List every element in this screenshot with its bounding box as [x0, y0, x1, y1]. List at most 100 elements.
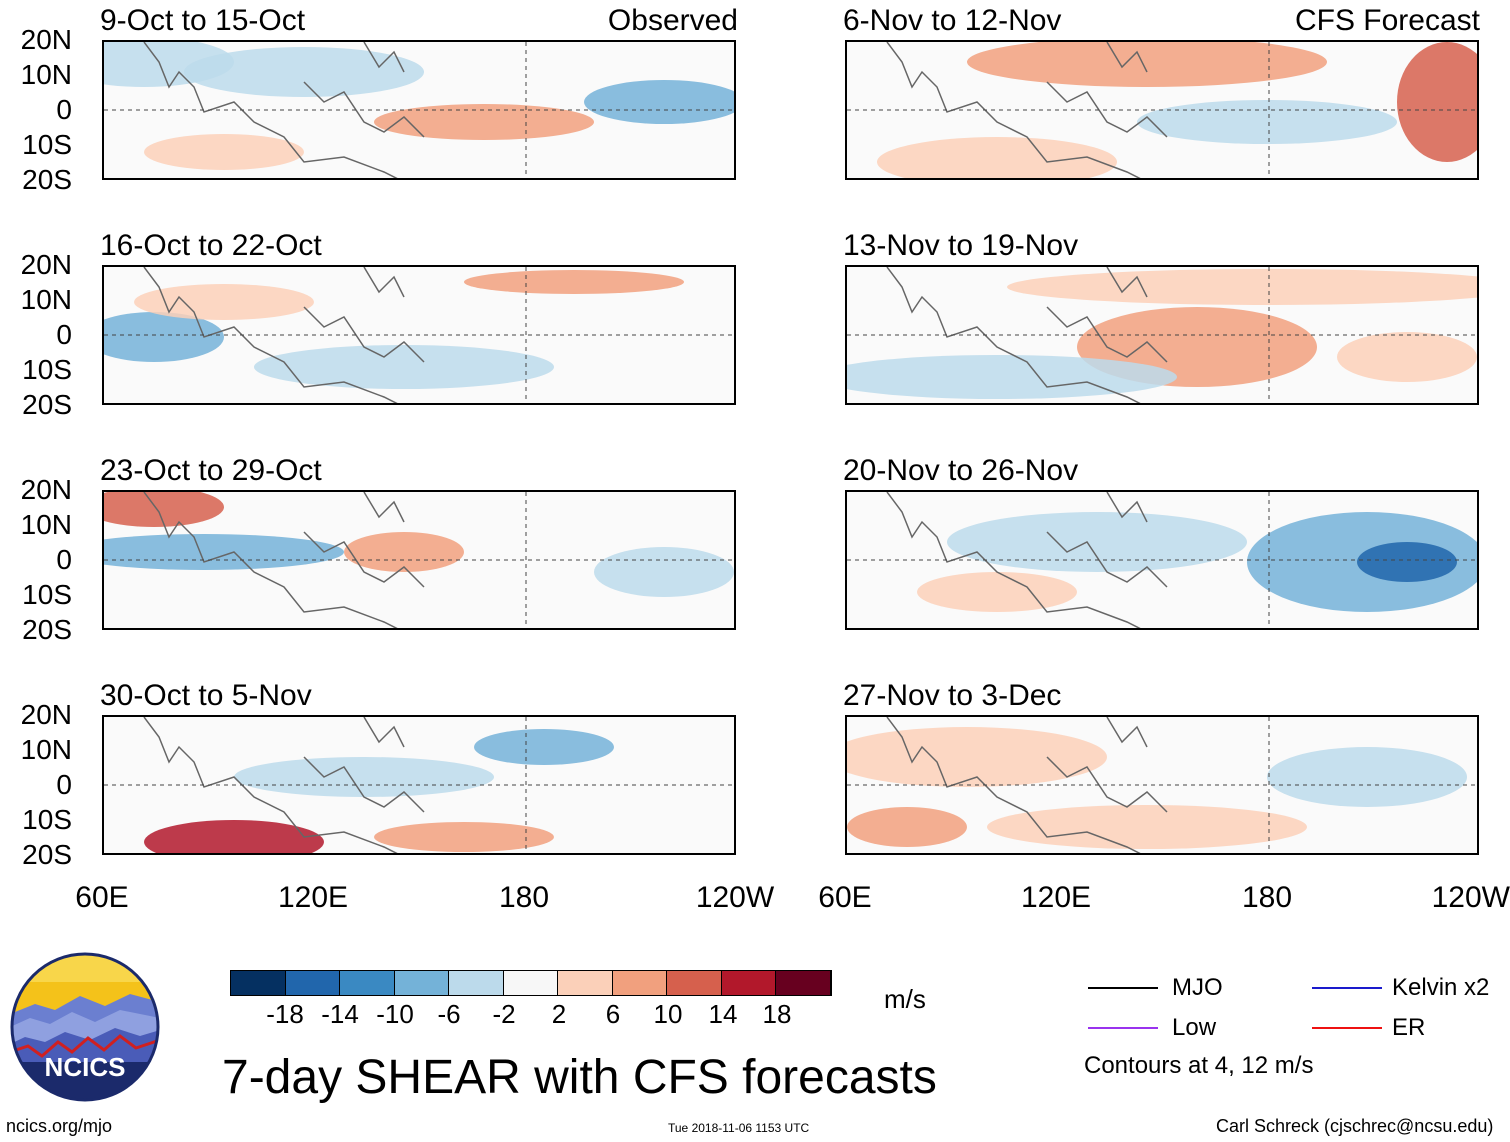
- lat-label: 20S: [22, 389, 72, 420]
- coastline: [886, 492, 1168, 628]
- shear-anomaly-region: [594, 547, 734, 597]
- colorbar-swatch: [503, 971, 559, 995]
- lat-label: 10N: [20, 284, 72, 315]
- shear-anomaly-region: [184, 47, 424, 97]
- lat-label: 10S: [22, 804, 72, 835]
- shear-anomaly-region: [344, 532, 464, 572]
- shear-anomaly-region: [847, 355, 1177, 399]
- shear-anomaly-region: [374, 822, 554, 852]
- lat-label: 20S: [22, 839, 72, 870]
- lon-label: 180: [498, 881, 550, 914]
- shear-anomaly-region: [144, 134, 304, 170]
- lon-label: 120W: [695, 881, 775, 914]
- lon-label: 60E: [818, 881, 872, 914]
- lat-label: 10N: [20, 59, 72, 90]
- lon-label: 120W: [1431, 881, 1510, 914]
- colorbar-swatch: [558, 971, 613, 995]
- map-field: [847, 267, 1477, 403]
- lat-label: 10S: [22, 579, 72, 610]
- panel-5-title: 6-Nov to 12-Nov: [843, 4, 1062, 37]
- panel-2-title: 16-Oct to 22-Oct: [100, 229, 322, 262]
- lat-label: 0: [56, 544, 72, 575]
- colorbar-label: -14: [321, 999, 359, 1029]
- coastline: [143, 42, 425, 178]
- footer-url[interactable]: ncics.org/mjo: [6, 1116, 113, 1136]
- shear-anomaly-region: [917, 572, 1077, 612]
- lat-label: 20N: [20, 249, 72, 280]
- shear-anomaly-region: [1267, 747, 1467, 807]
- lat-label: 0: [56, 319, 72, 350]
- ncics-logo: [10, 952, 160, 1102]
- lat-label: 0: [56, 769, 72, 800]
- panel-8-title: 27-Nov to 3-Dec: [843, 679, 1062, 712]
- shear-anomaly-region: [104, 492, 224, 527]
- shear-anomaly-region: [464, 270, 684, 294]
- forecast-label: CFS Forecast: [1294, 4, 1480, 37]
- map-panel-8: [845, 715, 1479, 855]
- shear-anomaly-region: [374, 104, 594, 140]
- map-field: [847, 717, 1477, 853]
- colorbar-swatch: [721, 971, 777, 995]
- footer-timestamp: Tue 2018-11-06 1153 UTC: [668, 1121, 810, 1135]
- colorbar-label: 6: [605, 999, 621, 1029]
- shear-anomaly-region: [1137, 100, 1397, 144]
- panel-1-title: 9-Oct to 15-Oct: [100, 4, 306, 37]
- legend-label-mjo: MJO: [1172, 974, 1223, 1001]
- shear-anomaly-region: [474, 729, 614, 765]
- shear-anomaly-region: [1337, 332, 1477, 382]
- panel-6-title: 13-Nov to 19-Nov: [843, 229, 1079, 262]
- lat-label: 20N: [20, 699, 72, 730]
- shear-anomaly-region: [1007, 269, 1477, 305]
- lat-label: 10S: [22, 354, 72, 385]
- legend-line-kelvin: [1312, 987, 1382, 989]
- map-panel-4: [102, 715, 736, 855]
- colorbar-label: -2: [492, 999, 516, 1029]
- map-field: [104, 42, 734, 178]
- legend-note: Contours at 4, 12 m/s: [1084, 1052, 1314, 1079]
- lat-label: 10N: [20, 509, 72, 540]
- colorbar-swatch: [667, 971, 722, 995]
- lat-label: 10N: [20, 734, 72, 765]
- map-panel-3: [102, 490, 736, 630]
- coastline: [143, 717, 425, 853]
- colorbar-swatch: [231, 971, 286, 995]
- legend-label-er: ER: [1392, 1014, 1426, 1041]
- map-field: [104, 492, 734, 628]
- map-field: [104, 267, 734, 403]
- map-panel-1: [102, 40, 736, 180]
- colorbar-swatch: [340, 971, 395, 995]
- shear-anomaly-region: [234, 757, 494, 797]
- lat-label: 10S: [22, 129, 72, 160]
- map-field: [104, 717, 734, 853]
- panel-3-title: 23-Oct to 29-Oct: [100, 454, 322, 487]
- colorbar-swatch: [285, 971, 341, 995]
- panel-7-title: 20-Nov to 26-Nov: [843, 454, 1079, 487]
- legend-line-low: [1088, 1027, 1158, 1029]
- colorbar-label: 10: [653, 999, 683, 1029]
- colorbar-label: 18: [762, 999, 792, 1029]
- colorbar-swatch: [449, 971, 504, 995]
- legend-line-er: [1312, 1027, 1382, 1029]
- colorbar-label: -6: [437, 999, 461, 1029]
- legend-line-mjo: [1088, 987, 1158, 989]
- shear-anomaly-region: [967, 42, 1327, 87]
- colorbar: [230, 970, 832, 996]
- coastline: [886, 717, 1168, 853]
- shear-anomaly-region: [144, 820, 324, 853]
- lon-label: 120E: [277, 881, 349, 914]
- colorbar-swatch: [394, 971, 450, 995]
- map-panel-2: [102, 265, 736, 405]
- map-panel-7: [845, 490, 1479, 630]
- lat-label: 20N: [20, 24, 72, 55]
- figure-title: 7-day SHEAR with CFS forecasts: [222, 1051, 937, 1104]
- colorbar-label: -10: [376, 999, 414, 1029]
- shear-anomaly-region: [847, 727, 1107, 787]
- lat-label: 0: [56, 94, 72, 125]
- map-field: [847, 492, 1477, 628]
- observed-label: Observed: [607, 4, 738, 37]
- lat-label: 20S: [22, 164, 72, 195]
- map-panel-6: [845, 265, 1479, 405]
- shear-anomaly-region: [1397, 42, 1477, 162]
- shear-anomaly-region: [947, 512, 1247, 572]
- colorbar-units: m/s: [884, 984, 926, 1014]
